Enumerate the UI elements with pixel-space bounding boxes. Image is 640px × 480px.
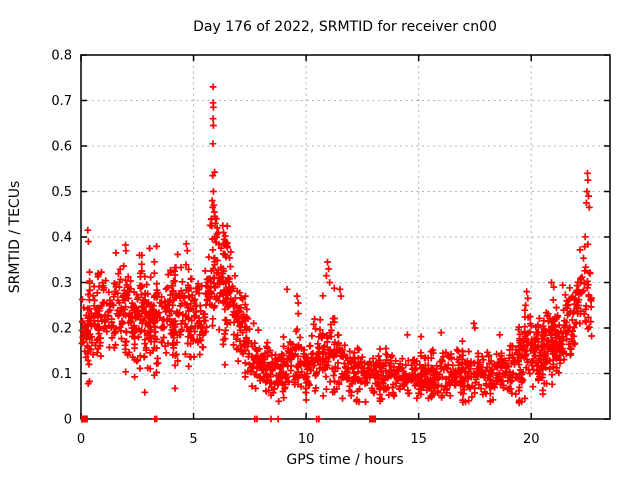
y-tick-label: 0.3	[51, 276, 72, 291]
y-tick-label: 0.1	[51, 367, 72, 382]
x-tick-label: 0	[77, 432, 85, 447]
y-tick-label: 0.5	[51, 185, 72, 200]
x-tick-label: 10	[298, 432, 315, 447]
data-layer	[78, 83, 595, 423]
y-axis-label: SRMTID / TECUs	[7, 181, 23, 294]
x-axis-label: GPS time / hours	[286, 452, 403, 468]
y-tick-label: 0.8	[51, 49, 72, 64]
y-tick-label: 0.7	[51, 94, 72, 109]
y-tick-label: 0.2	[51, 322, 72, 337]
y-tick-label: 0.4	[51, 231, 72, 246]
x-tick-label: 5	[189, 432, 197, 447]
x-tick-label: 20	[523, 432, 540, 447]
chart-title: Day 176 of 2022, SRMTID for receiver cn0…	[193, 19, 497, 35]
y-tick-label: 0	[64, 413, 72, 428]
y-tick-label: 0.6	[51, 140, 72, 155]
scatter-points	[78, 83, 595, 423]
zero-cluster-square	[369, 415, 377, 423]
tick-labels: 0 5 10 15 20 0 0.1 0.2 0.3 0.4 0.5 0.6 0.7 0.8	[51, 49, 539, 448]
x-tick-label: 15	[410, 432, 427, 447]
zero-cluster-square	[80, 415, 88, 423]
